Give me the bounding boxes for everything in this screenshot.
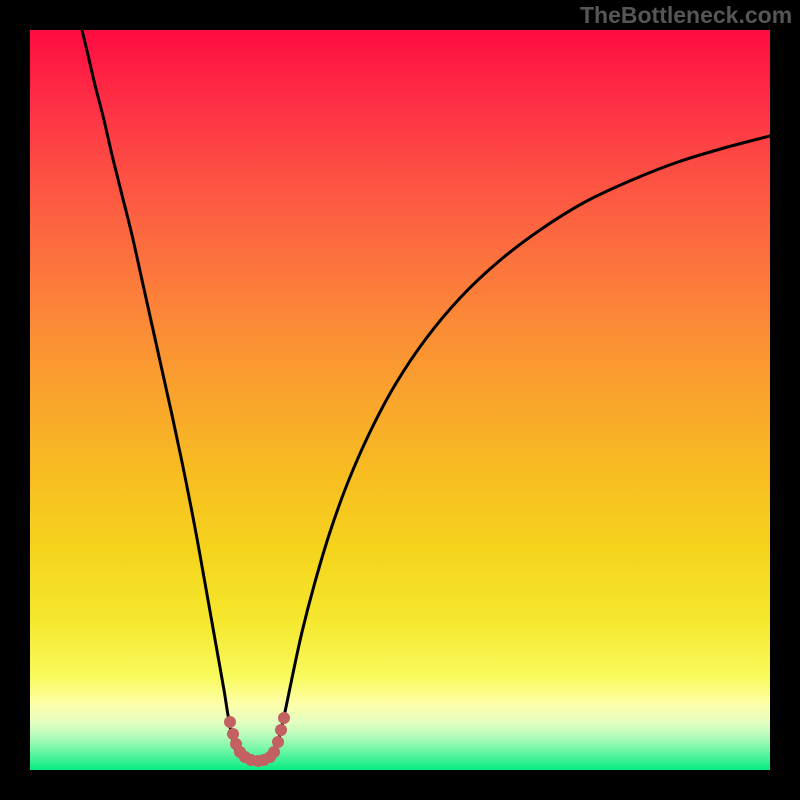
valley-dot bbox=[224, 716, 236, 728]
gradient-background bbox=[30, 30, 770, 770]
watermark-label: TheBottleneck.com bbox=[580, 2, 792, 29]
valley-dot bbox=[272, 736, 284, 748]
chart-svg bbox=[30, 30, 770, 770]
valley-dot bbox=[275, 724, 287, 736]
valley-dot bbox=[278, 712, 290, 724]
plot-area bbox=[30, 30, 770, 770]
